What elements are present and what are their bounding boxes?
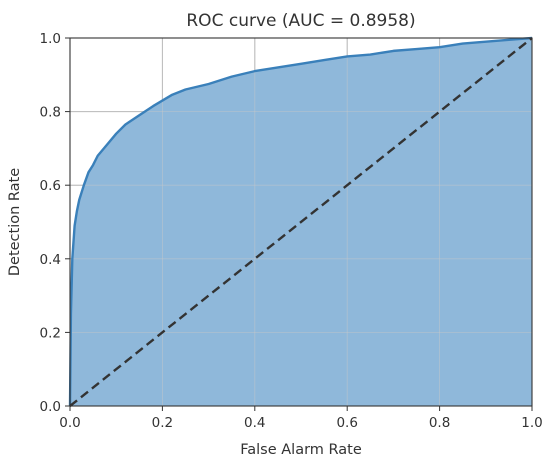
x-tick-label: 1.0 [521,415,542,431]
y-axis-label: Detection Rate [7,168,23,276]
x-tick-label: 0.0 [59,415,80,431]
y-tick-label: 0.4 [40,252,61,268]
x-tick-label: 0.4 [244,415,265,431]
y-tick-label: 0.2 [40,325,61,341]
x-tick-label: 0.2 [152,415,173,431]
chart-title: ROC curve (AUC = 0.8958) [186,11,415,31]
axis-ticks: 0.0 0.2 0.4 0.6 0.8 1.0 0.0 0.2 0.4 0.6 0.8 1.0 [40,31,543,431]
y-tick-label: 0.0 [40,399,61,415]
roc-curve-line [68,36,533,407]
chance-diagonal-line [69,37,533,407]
y-tick-label: 1.0 [40,31,61,47]
y-tick-label: 0.8 [40,105,61,121]
x-tick-label: 0.8 [429,415,450,431]
y-tick-label: 0.6 [40,178,61,194]
plot-frame [69,37,533,407]
x-tick-label: 0.6 [336,415,357,431]
x-axis-label: False Alarm Rate [240,442,362,458]
